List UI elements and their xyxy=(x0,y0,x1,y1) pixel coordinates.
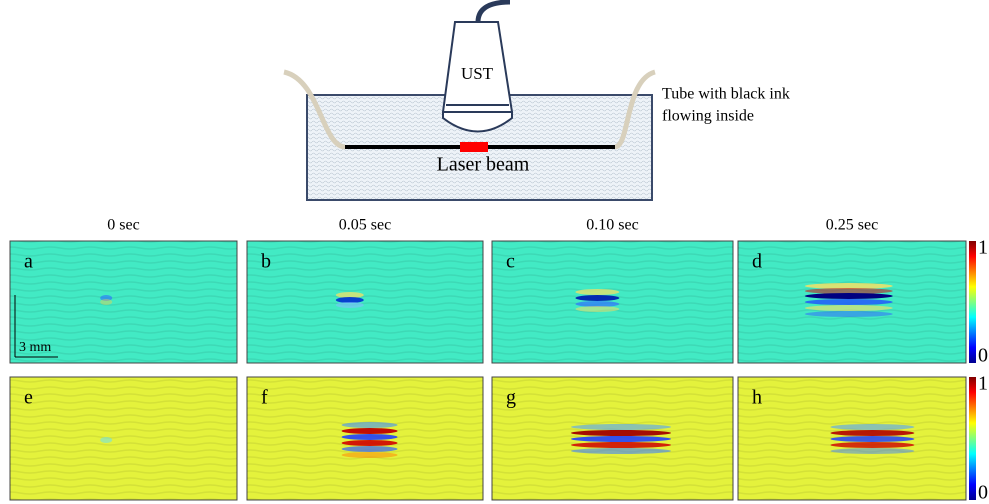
panel-letter: g xyxy=(506,387,516,409)
signal-stripe xyxy=(575,306,620,312)
colorbar xyxy=(969,377,976,500)
panel-texture xyxy=(247,241,483,363)
tube-label: Tube with black ink xyxy=(662,86,790,103)
signal-stripe xyxy=(571,430,671,436)
signal-stripe xyxy=(830,448,915,454)
time-label: 0.05 sec xyxy=(339,217,391,234)
signal-stripe xyxy=(571,442,671,448)
signal-stripe xyxy=(830,442,915,448)
laser-label: Laser beam xyxy=(437,154,530,176)
signal-stripe xyxy=(804,283,893,289)
panel-letter: h xyxy=(752,387,762,409)
signal-stripe xyxy=(100,437,113,443)
scale-label: 3 mm xyxy=(19,340,51,355)
panel-letter: d xyxy=(752,251,762,273)
signal-stripe xyxy=(575,289,620,295)
panel-letter: c xyxy=(506,251,515,273)
panel-texture xyxy=(10,377,237,500)
signal-stripe xyxy=(341,428,398,434)
colorbar-max: 1 xyxy=(978,373,988,395)
signal-stripe xyxy=(335,297,364,303)
signal-stripe xyxy=(575,295,620,301)
panel-texture xyxy=(10,241,237,363)
signal-stripe xyxy=(830,424,915,430)
signal-stripe xyxy=(804,293,893,299)
colorbar-min: 0 xyxy=(978,345,988,367)
signal-stripe xyxy=(335,292,364,298)
signal-stripe xyxy=(575,301,620,307)
tube-label: flowing inside xyxy=(662,108,754,125)
panel-letter: b xyxy=(261,251,271,273)
signal-stripe xyxy=(804,305,893,311)
signal-stripe xyxy=(100,295,113,301)
panel-letter: f xyxy=(261,387,268,409)
probe-cable xyxy=(475,0,511,23)
signal-stripe xyxy=(341,422,398,428)
probe-label: UST xyxy=(461,64,494,83)
signal-stripe xyxy=(571,448,671,454)
time-label: 0 sec xyxy=(107,217,139,234)
signal-stripe xyxy=(571,436,671,442)
tube-left xyxy=(283,69,346,150)
time-label: 0.25 sec xyxy=(826,217,878,234)
colorbar-min: 0 xyxy=(978,482,988,504)
colorbar-max: 1 xyxy=(978,237,988,259)
signal-stripe xyxy=(830,430,915,436)
signal-stripe xyxy=(830,436,915,442)
tube-right xyxy=(613,69,656,150)
signal-stripe xyxy=(804,299,893,305)
signal-stripe xyxy=(341,446,398,452)
signal-stripe xyxy=(804,311,893,317)
signal-stripe xyxy=(341,452,398,458)
laser-spot xyxy=(460,142,488,152)
panel-letter: a xyxy=(24,251,33,273)
probe-lens xyxy=(442,111,513,133)
time-label: 0.10 sec xyxy=(586,217,638,234)
signal-stripe xyxy=(804,288,893,294)
colorbar xyxy=(969,241,976,363)
signal-stripe xyxy=(335,302,364,308)
panel-letter: e xyxy=(24,387,33,409)
signal-stripe xyxy=(571,424,671,430)
signal-stripe xyxy=(100,299,113,305)
signal-stripe xyxy=(341,440,398,446)
signal-stripe xyxy=(341,434,398,440)
setup-diagram: UST Laser beam Tube with black ink flowi… xyxy=(283,0,790,201)
